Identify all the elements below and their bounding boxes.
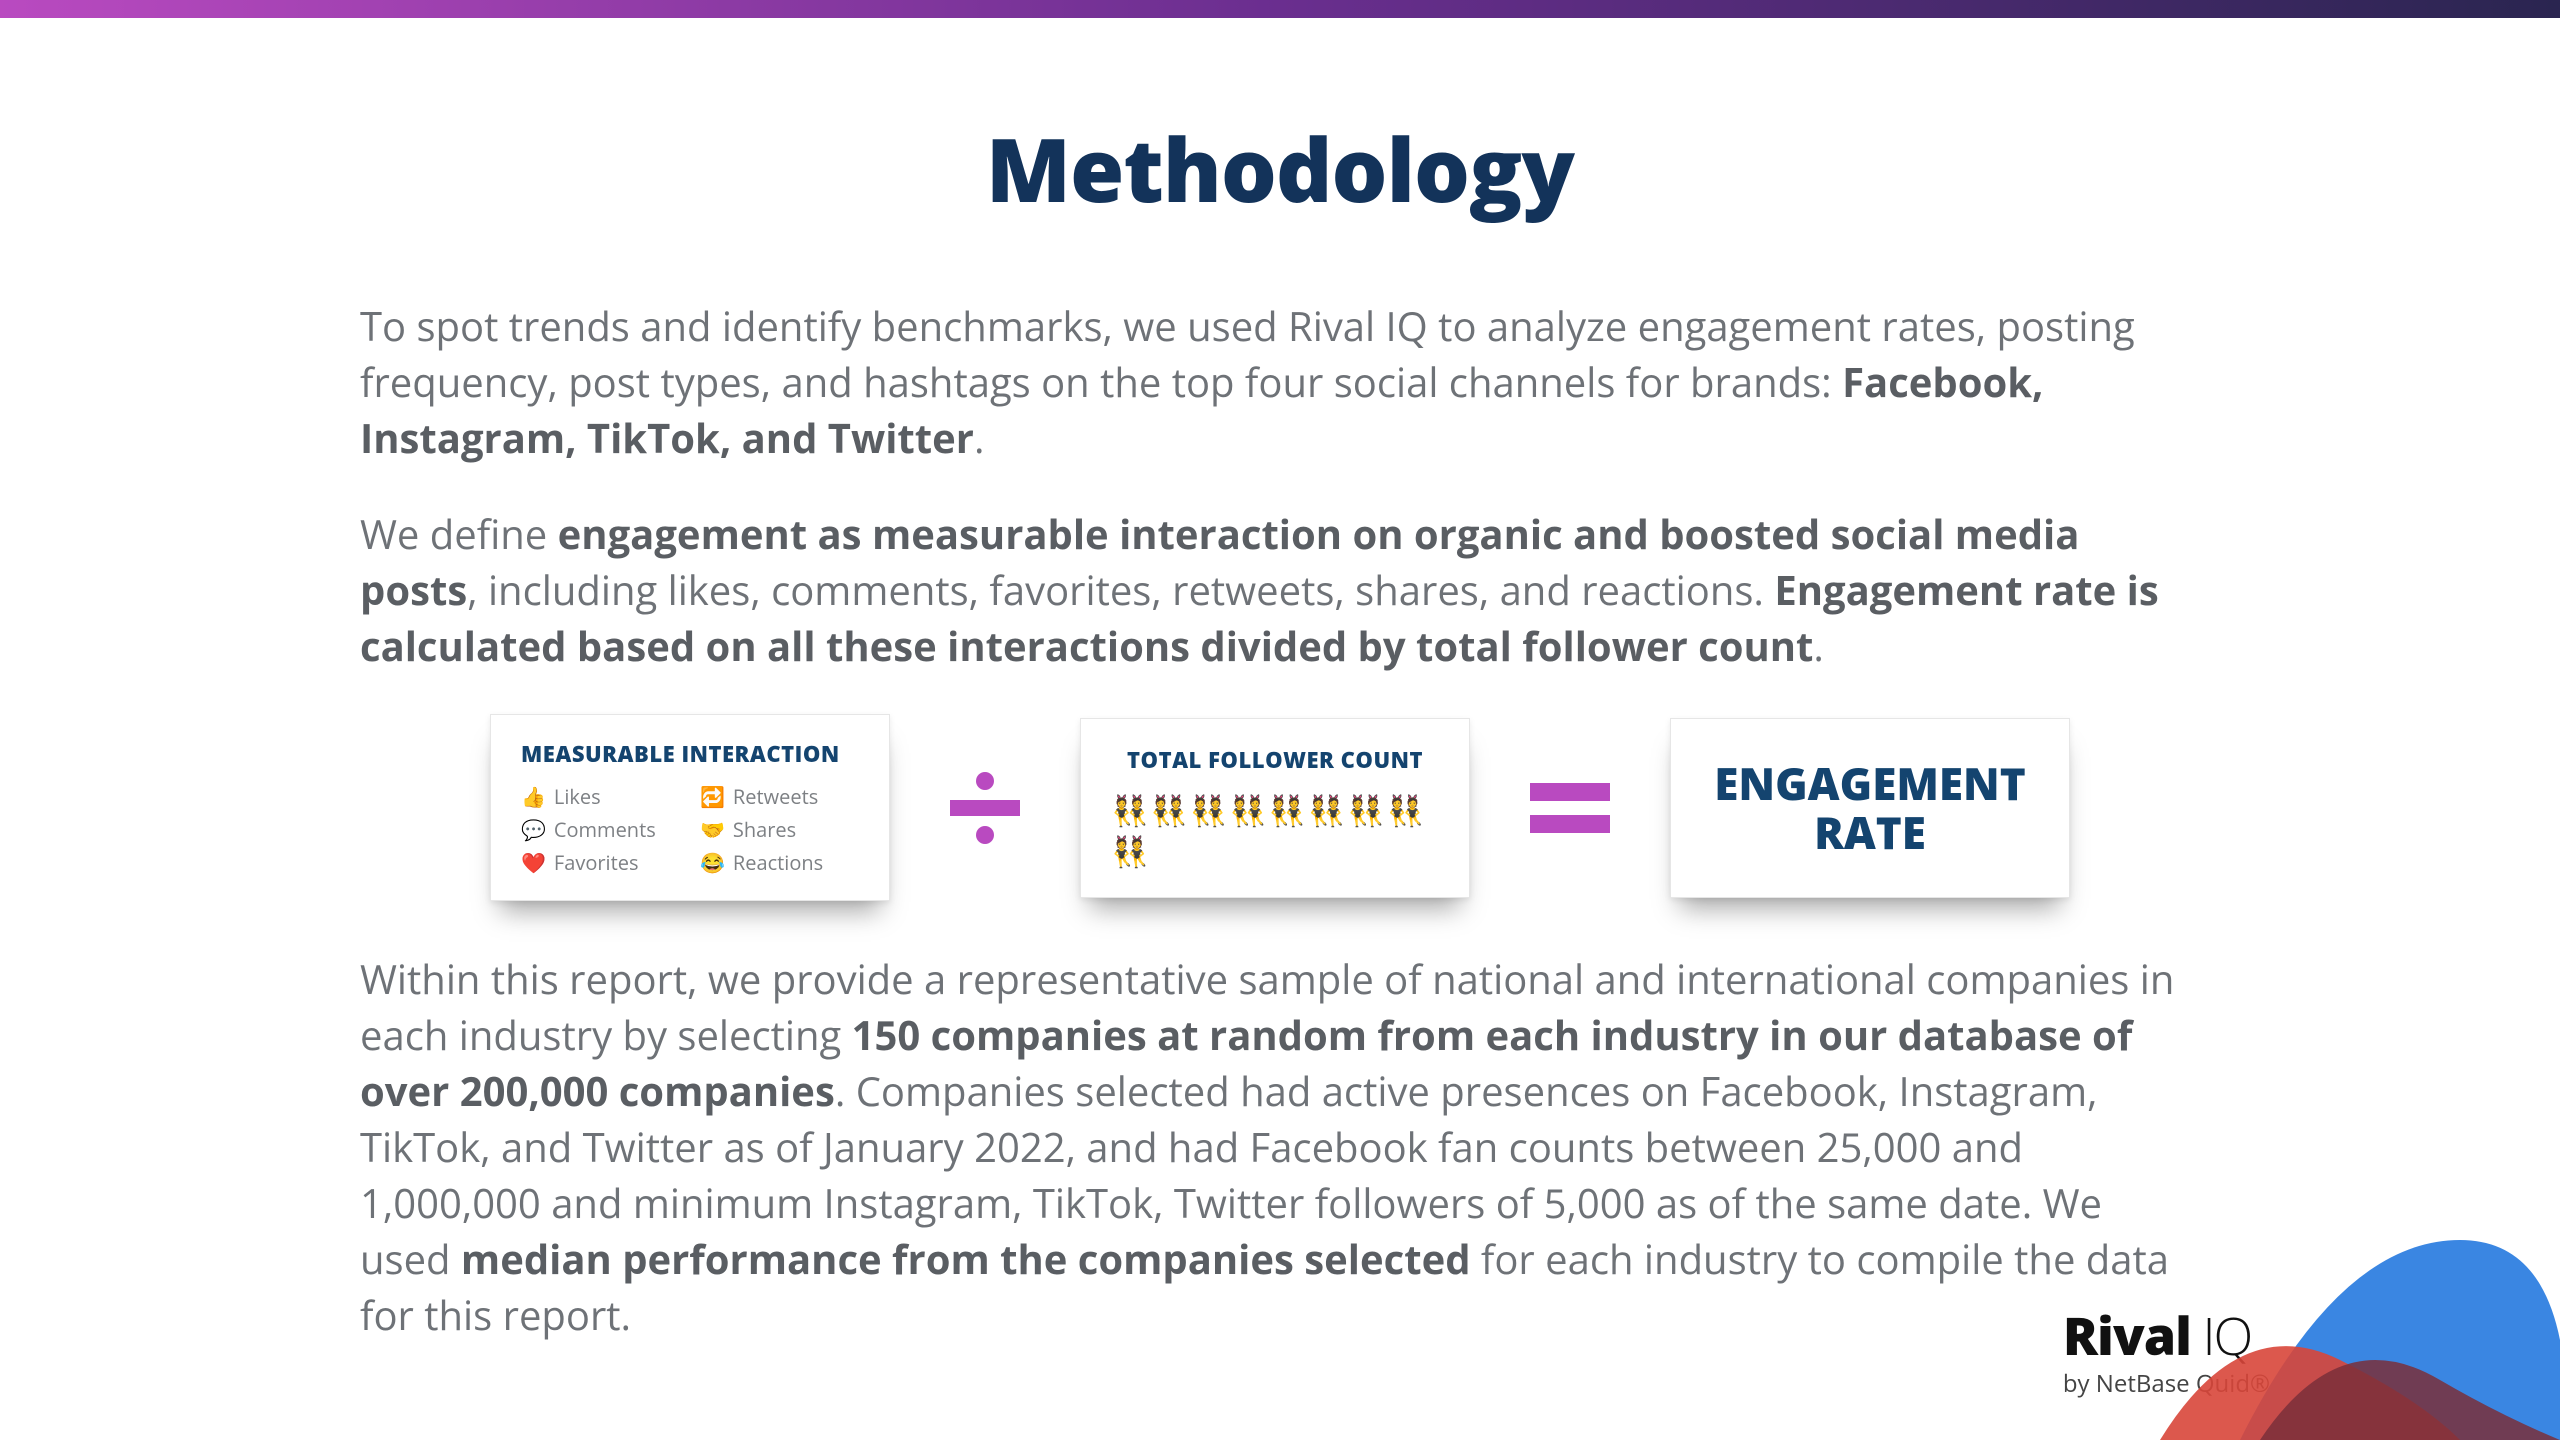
p1-post: . (974, 410, 985, 465)
interaction-item: 🤝 Shares (700, 816, 859, 843)
interaction-icon: 🤝 (700, 816, 725, 843)
paragraph-3: Within this report, we provide a represe… (360, 951, 2200, 1343)
card-follower-title: TOTAL FOLLOWER COUNT (1127, 745, 1423, 775)
interaction-label: Retweets (733, 783, 818, 810)
p2-mid: , including likes, comments, favorites, … (467, 562, 1774, 617)
page-title: Methodology (360, 108, 2200, 228)
divide-operator-icon (950, 772, 1020, 844)
interaction-icon: 💬 (521, 816, 546, 843)
p2-pre: We define (360, 506, 558, 561)
interaction-label: Favorites (554, 849, 639, 876)
p2-post: . (1813, 618, 1824, 673)
follower-icons-row: 👯👯👯👯👯👯👯👯👯 (1111, 789, 1439, 871)
top-gradient-bar (0, 0, 2560, 18)
interaction-item: 💬 Comments (521, 816, 680, 843)
logo-light: IQ (2191, 1300, 2251, 1371)
interaction-list: 👍 Likes 🔁 Retweets 💬 Comments 🤝 Shares ❤️ Favorit… (521, 783, 859, 876)
paragraph-2: We define engagement as measurable inter… (360, 506, 2200, 674)
engagement-formula: MEASURABLE INTERACTION 👍 Likes 🔁 Retweets 💬 C… (360, 714, 2200, 901)
interaction-item: 🔁 Retweets (700, 783, 859, 810)
interaction-icon: 👍 (521, 783, 546, 810)
interaction-icon: ❤️ (521, 849, 546, 876)
interaction-item: 😂 Reactions (700, 849, 859, 876)
interaction-icon: 😂 (700, 849, 725, 876)
card-engagement-rate: ENGAGEMENT RATE (1670, 718, 2070, 898)
card-follower-count: TOTAL FOLLOWER COUNT 👯👯👯👯👯👯👯👯👯 (1080, 718, 1470, 898)
slide-content: Methodology To spot trends and identify … (0, 18, 2560, 1343)
equals-operator-icon (1530, 783, 1610, 833)
interaction-icon: 🔁 (700, 783, 725, 810)
interaction-label: Comments (554, 816, 656, 843)
interaction-label: Likes (554, 783, 601, 810)
p3-b2: median performance from the companies se… (461, 1231, 1471, 1286)
result-line-2: RATE (1814, 802, 1926, 862)
interaction-label: Shares (733, 816, 796, 843)
interaction-item: 👍 Likes (521, 783, 680, 810)
logo-byline: by NetBase Quid® (2063, 1367, 2270, 1400)
card-measurable-title: MEASURABLE INTERACTION (521, 739, 859, 769)
interaction-item: ❤️ Favorites (521, 849, 680, 876)
card-measurable-interaction: MEASURABLE INTERACTION 👍 Likes 🔁 Retweets 💬 C… (490, 714, 890, 901)
paragraph-1: To spot trends and identify benchmarks, … (360, 298, 2200, 466)
interaction-label: Reactions (733, 849, 823, 876)
brand-logo: Rival IQ by NetBase Quid® (2063, 1300, 2270, 1400)
logo-bold: Rival (2063, 1300, 2191, 1371)
